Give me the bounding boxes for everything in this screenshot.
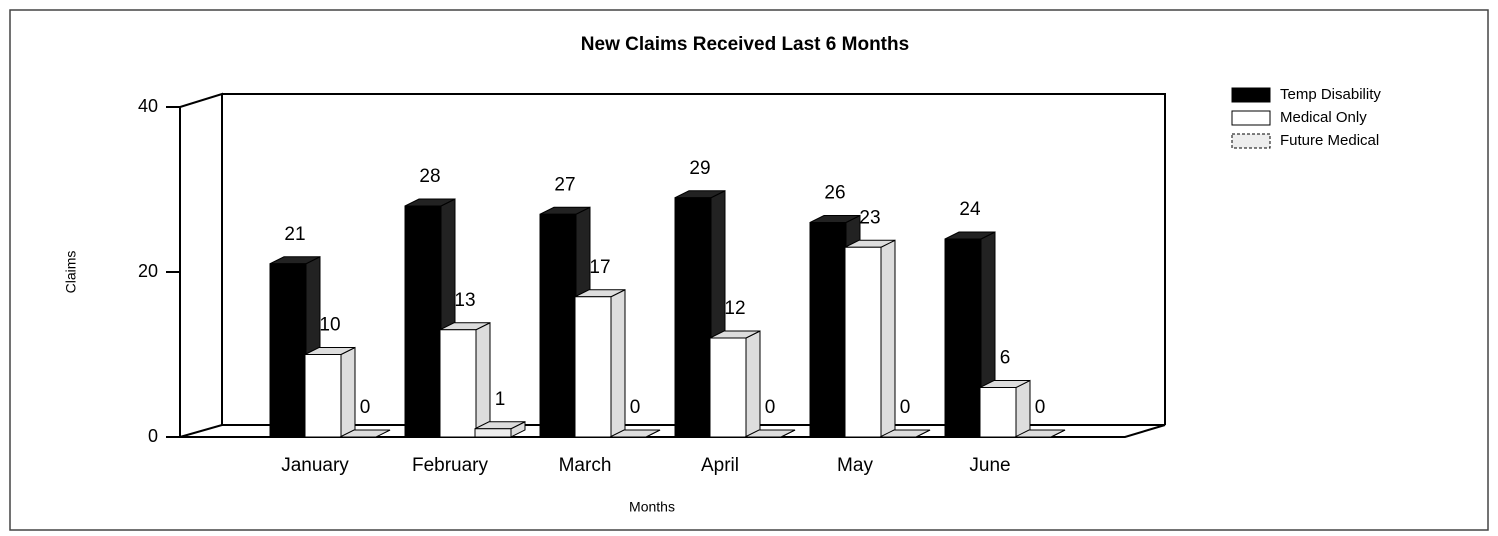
value-label: 0	[1035, 397, 1046, 418]
bar-side	[475, 321, 491, 438]
value-label: 21	[284, 224, 305, 245]
chart-title: New Claims Received Last 6 Months	[581, 34, 909, 55]
value-label: 26	[824, 183, 845, 204]
bar	[944, 238, 982, 438]
bar	[809, 222, 847, 438]
bar-side	[880, 239, 896, 438]
x-tick-label: May	[837, 455, 873, 476]
value-label: 28	[419, 166, 440, 187]
legend-label: Future Medical	[1280, 132, 1379, 149]
value-label: 1	[495, 389, 506, 410]
bar	[979, 387, 1017, 438]
x-tick-label: June	[969, 455, 1010, 476]
x-tick-label: March	[559, 455, 612, 476]
bar-top	[609, 429, 661, 438]
value-label: 0	[765, 397, 776, 418]
bar-side	[610, 288, 626, 438]
x-tick-label: April	[701, 455, 739, 476]
value-label: 0	[360, 397, 371, 418]
value-label: 6	[1000, 348, 1011, 369]
y-tick-label: 40	[138, 96, 158, 116]
y-axis-wall	[179, 92, 223, 437]
value-label: 17	[589, 257, 610, 278]
bar-top	[339, 429, 391, 438]
value-label: 23	[859, 207, 880, 228]
bar	[709, 337, 747, 438]
legend-swatch	[1231, 133, 1271, 149]
bar	[539, 213, 577, 438]
legend-swatch	[1231, 110, 1271, 126]
value-label: 13	[454, 290, 475, 311]
bar-side	[340, 346, 356, 438]
legend-label: Medical Only	[1280, 109, 1367, 126]
x-axis-label: Months	[629, 499, 675, 515]
back-wall	[222, 93, 1166, 425]
bar-top	[744, 429, 796, 438]
bar	[844, 246, 882, 438]
frame	[9, 9, 1489, 531]
bar	[439, 329, 477, 438]
value-label: 27	[554, 174, 575, 195]
bar	[404, 205, 442, 438]
bar	[304, 354, 342, 438]
legend-swatch	[1231, 87, 1271, 103]
value-label: 24	[959, 199, 981, 220]
bar	[674, 197, 712, 438]
bar-top	[879, 429, 931, 438]
x-tick-label: January	[281, 455, 349, 476]
value-label: 0	[900, 397, 911, 418]
legend-label: Temp Disability	[1280, 86, 1381, 103]
value-label: 12	[724, 298, 745, 319]
bar	[574, 296, 612, 438]
value-label: 29	[689, 158, 710, 179]
value-label: 0	[630, 397, 641, 418]
x-tick-label: February	[412, 455, 489, 476]
bar-side	[1015, 379, 1031, 438]
value-label: 10	[319, 315, 340, 336]
bar	[269, 263, 307, 438]
y-tick-label: 20	[138, 261, 158, 281]
bar-top	[1014, 429, 1066, 438]
y-tick-label: 0	[148, 426, 158, 446]
y-axis-label: Claims	[63, 251, 79, 294]
bar-side	[745, 330, 761, 438]
bar	[474, 428, 512, 438]
